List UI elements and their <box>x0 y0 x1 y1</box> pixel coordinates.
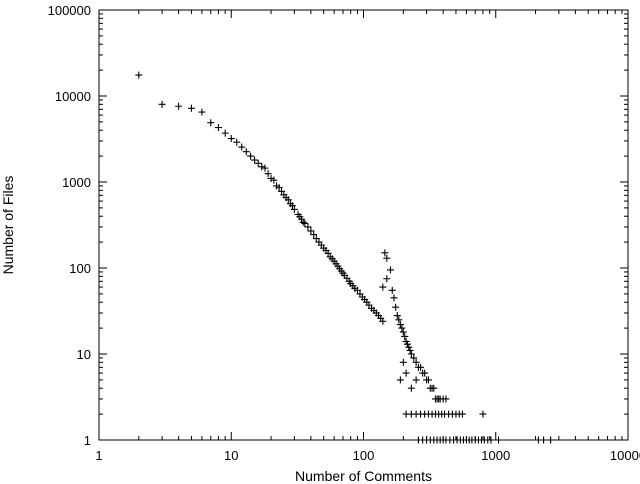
data-point <box>396 376 404 384</box>
data-point <box>458 410 466 418</box>
data-point <box>135 71 143 79</box>
data-point <box>307 227 315 235</box>
y-tick-label: 100 <box>69 261 91 276</box>
data-point <box>214 124 222 132</box>
data-point <box>547 436 555 444</box>
data-point <box>410 354 418 362</box>
data-point <box>390 294 398 302</box>
data-point <box>424 376 432 384</box>
y-axis: 1 10 100 1000 10000 100000 <box>48 3 628 448</box>
data-point <box>258 163 266 171</box>
data-point <box>251 156 259 164</box>
data-point <box>254 159 262 167</box>
data-point <box>238 143 246 151</box>
y-tick-label: 10000 <box>55 89 91 104</box>
data-point <box>301 219 309 227</box>
data-point <box>417 363 425 371</box>
data-point <box>312 235 320 243</box>
data-point <box>430 384 438 392</box>
data-point <box>270 176 278 184</box>
data-point <box>299 218 307 226</box>
data-point <box>247 152 255 160</box>
data-point <box>379 283 387 291</box>
data-point <box>403 340 411 348</box>
x-tick-label: 1000 <box>481 448 510 463</box>
data-point <box>540 436 548 444</box>
data-point <box>175 102 183 110</box>
data-point <box>487 436 495 444</box>
data-point <box>398 324 406 332</box>
x-tick-label: 1 <box>95 448 102 463</box>
data-point <box>221 129 229 137</box>
data-point <box>381 249 389 257</box>
data-point <box>392 303 400 311</box>
data-point <box>402 369 410 377</box>
y-axis-label: Number of Files <box>0 176 16 275</box>
data-point <box>386 266 394 274</box>
data-point <box>158 100 166 108</box>
data-point <box>379 317 387 325</box>
data-point <box>233 138 241 146</box>
data-point <box>421 369 429 377</box>
data-point <box>383 275 391 283</box>
data-point <box>304 223 312 231</box>
x-tick-label: 10 <box>224 448 238 463</box>
data-point <box>198 108 206 116</box>
data-point <box>495 436 503 444</box>
data-point <box>242 148 250 156</box>
y-tick-label: 100000 <box>48 3 91 18</box>
y-tick-label: 10 <box>77 347 91 362</box>
data-point <box>383 254 391 262</box>
data-point <box>288 202 296 210</box>
data-point <box>405 343 413 351</box>
x-tick-label: 100 <box>353 448 375 463</box>
data-point <box>393 312 401 320</box>
data-point <box>412 376 420 384</box>
x-tick-label: 10000 <box>610 448 640 463</box>
data-point <box>298 215 306 223</box>
data-point <box>479 410 487 418</box>
x-axis-label: Number of Comments <box>295 468 432 484</box>
data-point <box>407 384 415 392</box>
data-point <box>399 358 407 366</box>
data-point <box>278 187 286 195</box>
data-point <box>290 205 298 213</box>
data-point <box>442 395 450 403</box>
data-point <box>406 346 414 354</box>
data-point <box>187 104 195 112</box>
data-point <box>284 196 292 204</box>
data-point <box>412 358 420 366</box>
x-axis: 1 10 100 1000 10000 <box>95 10 640 463</box>
data-point <box>275 184 283 192</box>
data-point <box>261 164 269 172</box>
data-point <box>388 286 396 294</box>
data-point <box>407 350 415 358</box>
data-point <box>310 231 318 239</box>
data-point <box>207 119 215 127</box>
data-point <box>401 332 409 340</box>
data-point <box>395 316 403 324</box>
data-point <box>396 321 404 329</box>
data-points <box>135 71 555 444</box>
y-tick-label: 1 <box>84 433 91 448</box>
data-point <box>227 135 235 143</box>
data-point <box>353 286 361 294</box>
data-point <box>264 170 272 178</box>
data-point <box>399 328 407 336</box>
y-tick-label: 1000 <box>62 175 91 190</box>
